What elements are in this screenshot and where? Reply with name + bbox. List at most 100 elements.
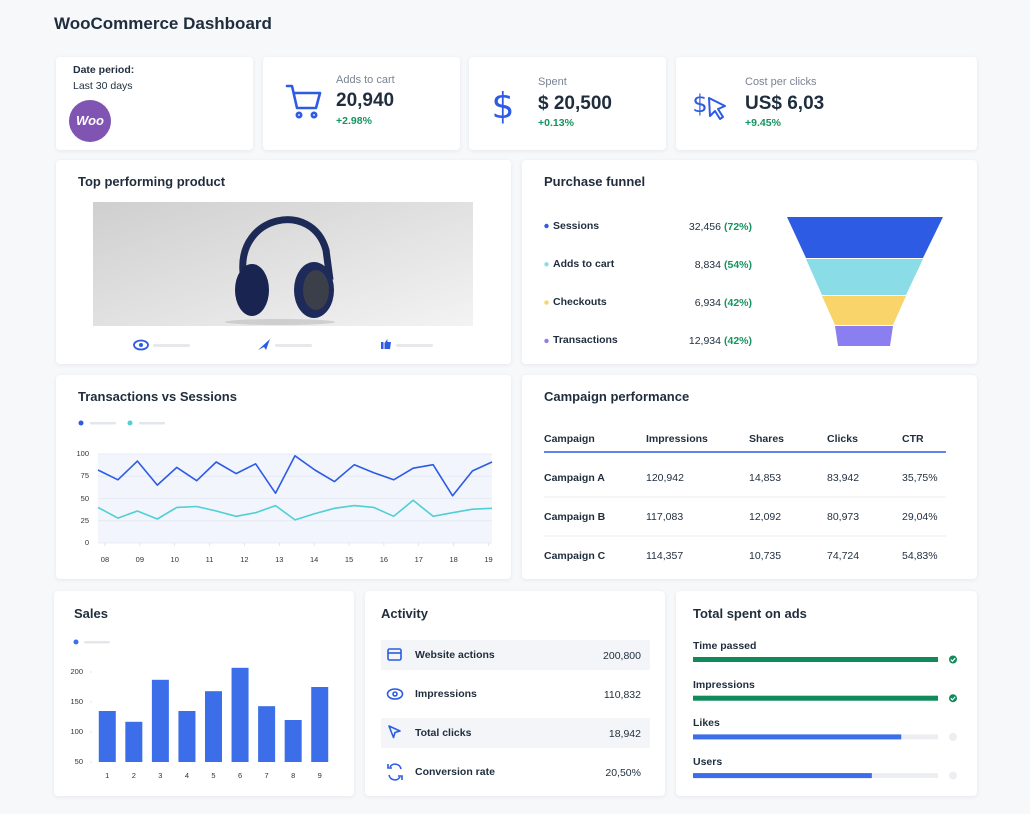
y-tick-label: 100 xyxy=(70,727,83,736)
funnel-value: 12,934 xyxy=(688,335,721,348)
table-cell: 83,942 xyxy=(827,472,860,484)
table-cell: 35,75% xyxy=(902,472,938,484)
y-tick-label: 150 xyxy=(70,697,83,706)
table-cell: 54,83% xyxy=(902,550,938,562)
y-tick-label: 75 xyxy=(80,471,89,481)
table-header: Clicks xyxy=(827,433,858,445)
x-tick-label: 08 xyxy=(100,555,110,564)
x-tick-label: 15 xyxy=(344,555,354,564)
ads-label: Impressions xyxy=(693,678,755,691)
progress-status xyxy=(949,771,957,780)
activity-name: Impressions xyxy=(415,688,477,700)
cart-icon xyxy=(285,84,322,119)
funnel-value: 8,834 xyxy=(694,258,721,271)
kpi-change: +0.13% xyxy=(538,117,574,129)
activity-name: Website actions xyxy=(415,649,495,661)
bar xyxy=(311,687,329,762)
table-cell: 74,724 xyxy=(827,550,860,562)
x-tick-label: 18 xyxy=(449,555,458,564)
card-title: Campaign performance xyxy=(544,389,690,404)
x-tick-label: 10 xyxy=(170,555,179,564)
funnel-dot xyxy=(544,223,549,229)
table-cell: 114,357 xyxy=(646,550,684,562)
table-cell: 29,04% xyxy=(902,511,938,523)
x-tick-label: 3 xyxy=(158,771,163,780)
x-tick-label: 14 xyxy=(310,555,319,564)
kpi-value: 20,940 xyxy=(336,90,395,111)
x-tick-label: 9 xyxy=(317,771,322,780)
date-label: Date period: xyxy=(73,64,135,76)
progress-status xyxy=(949,694,957,703)
progress-bar xyxy=(693,657,938,662)
x-tick-label: 17 xyxy=(414,555,423,564)
svg-text:$: $ xyxy=(692,90,707,118)
bar xyxy=(178,711,196,762)
activity-name: Total clicks xyxy=(415,727,472,739)
x-tick-label: 5 xyxy=(211,771,216,780)
x-tick-label: 6 xyxy=(237,771,243,780)
y-tick-label: 200 xyxy=(70,667,83,676)
funnel-value: 32,456 xyxy=(688,220,721,233)
activity-value: 20,50% xyxy=(605,767,641,779)
activity-value: 110,832 xyxy=(603,689,641,701)
table-header: Campaign xyxy=(544,433,595,445)
legend-bar xyxy=(84,641,110,644)
funnel-value-row: 12,934 (42%) xyxy=(689,336,752,347)
funnel-value-row: 8,834 (54%) xyxy=(695,260,752,271)
activity-row-bg xyxy=(381,718,650,748)
funnel-segment xyxy=(787,217,943,258)
legend-dot xyxy=(78,420,84,426)
funnel-segment xyxy=(835,326,893,346)
funnel-segment xyxy=(822,296,906,325)
table-cell: 12,092 xyxy=(749,511,782,523)
table-cell: Campaign B xyxy=(544,511,606,523)
table-cell: 120,942 xyxy=(646,472,684,484)
woo-logo-text: Woo xyxy=(76,113,104,128)
x-tick-label: 11 xyxy=(205,555,214,564)
check-mark xyxy=(950,696,956,701)
x-tick-label: 8 xyxy=(291,771,296,780)
kpi-change: +9.45% xyxy=(745,117,781,129)
legend-bar xyxy=(90,422,116,425)
x-tick-label: 19 xyxy=(484,555,493,564)
progress-status xyxy=(949,732,957,741)
headphones xyxy=(225,216,335,325)
activity-row-bg xyxy=(381,640,650,670)
activity-value: 18,942 xyxy=(608,728,641,740)
kpi-card xyxy=(676,57,977,150)
activity-name: Conversion rate xyxy=(415,766,495,778)
kpi-change: +2.98% xyxy=(336,115,372,127)
funnel-segment xyxy=(806,259,923,295)
funnel-value-row: 6,934 (42%) xyxy=(695,298,752,309)
ads-card xyxy=(676,591,977,796)
funnel-share: (42%) xyxy=(723,297,752,310)
kpi-value: $ 20,500 xyxy=(538,93,612,114)
card-title: Transactions vs Sessions xyxy=(78,389,237,404)
y-tick-label: 0 xyxy=(84,538,89,547)
activity-icons xyxy=(386,648,404,781)
y-tick-label: 100 xyxy=(76,449,89,458)
x-tick-label: 12 xyxy=(240,555,249,564)
funnel-step: Sessions xyxy=(553,219,600,232)
kpi-value: US$ 6,03 xyxy=(745,93,825,114)
y-tick-label: 25 xyxy=(80,515,89,525)
date-value: Last 30 days xyxy=(73,80,133,92)
x-tick-label: 2 xyxy=(131,771,136,780)
bar xyxy=(151,679,169,762)
line-series xyxy=(97,499,493,521)
funnel-share: (42%) xyxy=(723,335,752,348)
progress-bar xyxy=(693,734,902,740)
table-header: Impressions xyxy=(646,433,708,445)
funnel-step: Adds to cart xyxy=(553,257,615,270)
table-cell: 80,973 xyxy=(827,511,860,523)
progress-bar xyxy=(693,773,872,779)
page-title: WooCommerce Dashboard xyxy=(54,14,272,33)
activity-card xyxy=(365,591,665,796)
x-tick-label: 09 xyxy=(135,555,144,564)
bar xyxy=(98,711,116,762)
legend-dot xyxy=(127,420,133,426)
woo-logo xyxy=(69,100,111,142)
card-title: Purchase funnel xyxy=(544,174,646,189)
funnel-dot xyxy=(544,338,549,344)
